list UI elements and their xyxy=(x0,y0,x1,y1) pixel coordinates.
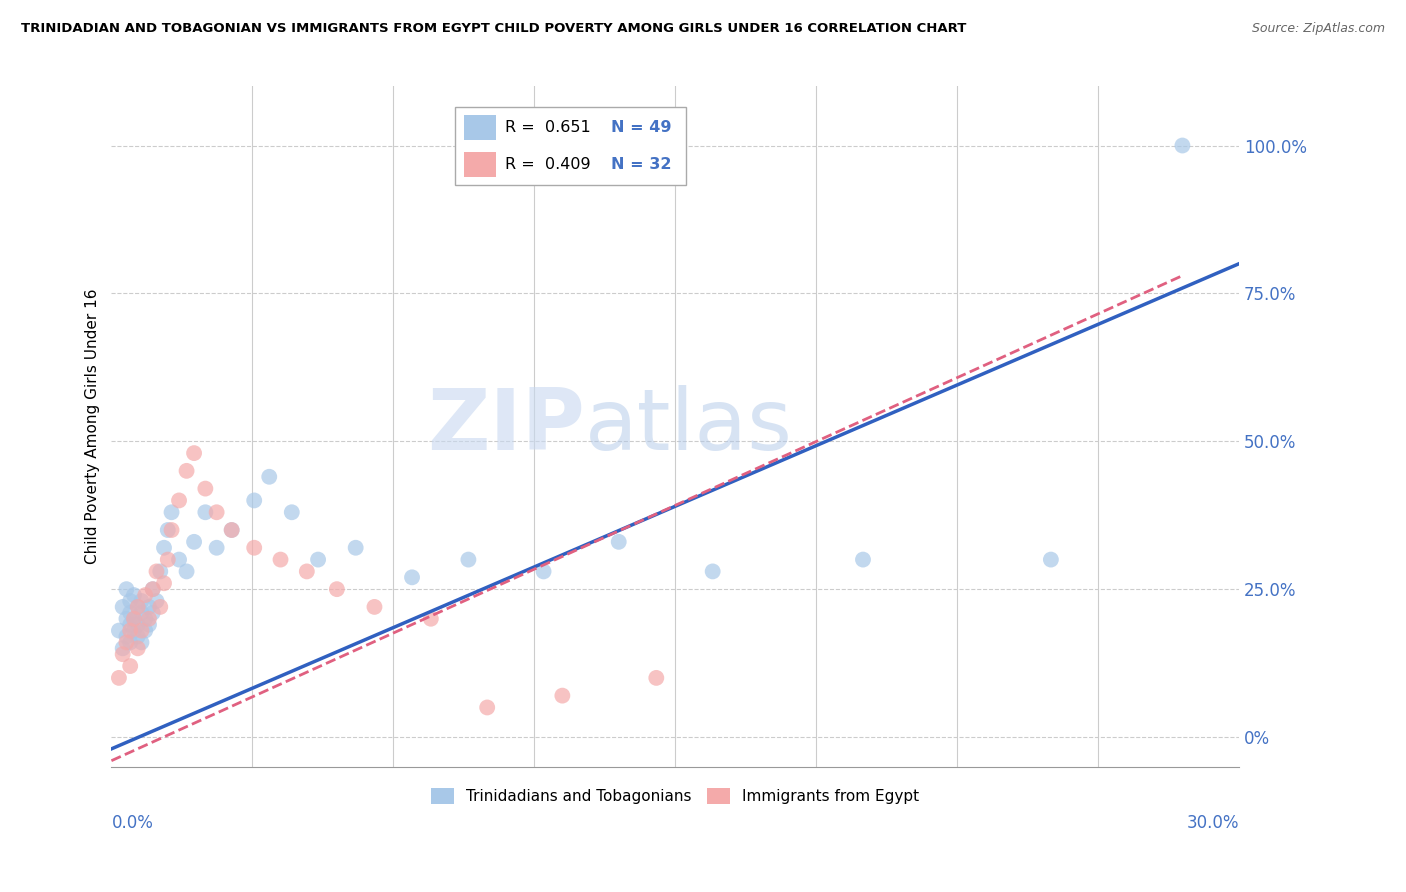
Point xyxy=(120,617,142,632)
Point xyxy=(156,552,179,566)
Point xyxy=(127,599,149,614)
Point xyxy=(344,541,367,555)
Text: 30.0%: 30.0% xyxy=(1187,814,1239,832)
Point xyxy=(149,599,172,614)
Point xyxy=(138,599,160,614)
Point xyxy=(127,599,149,614)
Point xyxy=(115,635,138,649)
Point xyxy=(167,493,190,508)
Point xyxy=(243,541,266,555)
Point xyxy=(221,523,243,537)
Point xyxy=(111,641,134,656)
Point xyxy=(243,493,266,508)
Point xyxy=(1171,138,1194,153)
Point xyxy=(156,523,179,537)
Point xyxy=(115,630,138,644)
Point xyxy=(145,565,167,579)
Point xyxy=(138,612,160,626)
Point xyxy=(270,552,292,566)
Point xyxy=(257,469,280,483)
Text: Source: ZipAtlas.com: Source: ZipAtlas.com xyxy=(1251,22,1385,36)
Point xyxy=(127,630,149,644)
Point xyxy=(111,647,134,661)
Point xyxy=(120,659,142,673)
Point xyxy=(167,552,190,566)
Point xyxy=(307,552,329,566)
Point xyxy=(457,552,479,566)
Point xyxy=(702,565,724,579)
Bar xyxy=(464,153,496,178)
Point xyxy=(115,582,138,596)
Point xyxy=(142,582,165,596)
Point xyxy=(108,624,131,638)
Point xyxy=(1039,552,1062,566)
Point xyxy=(134,588,156,602)
Point xyxy=(477,700,499,714)
Point xyxy=(120,606,142,620)
Point xyxy=(551,689,574,703)
Point xyxy=(183,534,205,549)
Point xyxy=(194,482,217,496)
Text: TRINIDADIAN AND TOBAGONIAN VS IMMIGRANTS FROM EGYPT CHILD POVERTY AMONG GIRLS UN: TRINIDADIAN AND TOBAGONIAN VS IMMIGRANTS… xyxy=(21,22,966,36)
Point xyxy=(645,671,668,685)
Point xyxy=(142,606,165,620)
Point xyxy=(127,641,149,656)
Point xyxy=(401,570,423,584)
Point xyxy=(138,617,160,632)
Point xyxy=(108,671,131,685)
Point xyxy=(134,624,156,638)
Point xyxy=(153,576,176,591)
Point xyxy=(533,565,555,579)
Point xyxy=(142,582,165,596)
Point xyxy=(122,588,145,602)
Point xyxy=(122,612,145,626)
Point xyxy=(149,565,172,579)
Point xyxy=(194,505,217,519)
Point xyxy=(111,599,134,614)
Point xyxy=(176,464,198,478)
Text: N = 49: N = 49 xyxy=(610,120,671,135)
Text: 0.0%: 0.0% xyxy=(111,814,153,832)
Point xyxy=(131,606,153,620)
Point xyxy=(153,541,176,555)
Point xyxy=(131,635,153,649)
Point xyxy=(115,612,138,626)
Text: atlas: atlas xyxy=(585,385,793,468)
Point xyxy=(205,541,228,555)
Point xyxy=(326,582,349,596)
Bar xyxy=(464,114,496,140)
Point xyxy=(134,612,156,626)
Legend: Trinidadians and Tobagonians, Immigrants from Egypt: Trinidadians and Tobagonians, Immigrants… xyxy=(425,781,925,810)
FancyBboxPatch shape xyxy=(456,107,686,185)
Point xyxy=(363,599,385,614)
Point xyxy=(127,617,149,632)
Point xyxy=(295,565,318,579)
Point xyxy=(221,523,243,537)
Text: R =  0.651: R = 0.651 xyxy=(505,120,591,135)
Point xyxy=(419,612,441,626)
Point xyxy=(205,505,228,519)
Point xyxy=(120,635,142,649)
Point xyxy=(607,534,630,549)
Point xyxy=(852,552,875,566)
Point xyxy=(120,624,142,638)
Text: ZIP: ZIP xyxy=(427,385,585,468)
Point xyxy=(145,594,167,608)
Y-axis label: Child Poverty Among Girls Under 16: Child Poverty Among Girls Under 16 xyxy=(86,289,100,565)
Point xyxy=(120,594,142,608)
Point xyxy=(122,612,145,626)
Text: R =  0.409: R = 0.409 xyxy=(505,157,591,172)
Point xyxy=(160,505,183,519)
Point xyxy=(281,505,304,519)
Point xyxy=(176,565,198,579)
Point xyxy=(160,523,183,537)
Point xyxy=(122,624,145,638)
Point xyxy=(131,624,153,638)
Point xyxy=(183,446,205,460)
Text: N = 32: N = 32 xyxy=(610,157,671,172)
Point xyxy=(131,594,153,608)
